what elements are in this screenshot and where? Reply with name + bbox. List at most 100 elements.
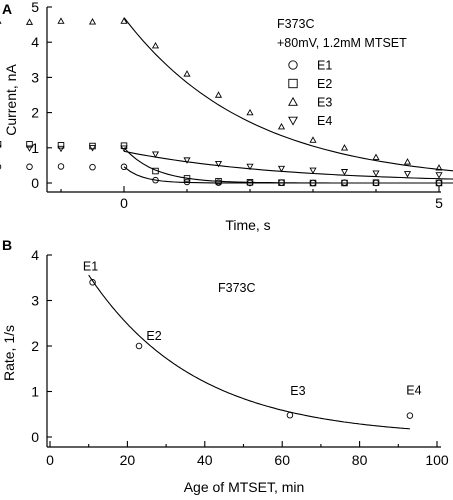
panel-b-fit-curve-group bbox=[88, 274, 410, 430]
data-point-e1 bbox=[26, 163, 33, 171]
data-point-e3 bbox=[214, 91, 223, 98]
data-point-e3 bbox=[120, 17, 128, 24]
panel-a-x-ticks: 05101520 bbox=[60, 186, 443, 211]
data-point-e1 bbox=[0, 164, 2, 170]
panel-b-point-label-e1: E1 bbox=[83, 259, 98, 273]
data-point-e4 bbox=[183, 157, 191, 164]
data-point-e3 bbox=[372, 153, 380, 160]
panel-a-x-tick-label: 0 bbox=[120, 195, 128, 211]
data-point-e2 bbox=[278, 179, 285, 186]
panel-b-y-tick-label: 0 bbox=[31, 429, 39, 445]
data-point-e3 bbox=[151, 41, 160, 49]
panel-a-x-axis-title: Time, s bbox=[225, 217, 270, 233]
panel-b-y-tick-label: 1 bbox=[31, 384, 39, 400]
panel-a-legend: E1 E2 E3 E4 bbox=[288, 59, 332, 128]
panel-a-y-tick-label: 4 bbox=[31, 34, 39, 50]
panel-a-subtitle: +80mV, 1.2mM MTSET bbox=[277, 36, 407, 50]
data-point-e3 bbox=[246, 108, 254, 116]
data-point-e4 bbox=[372, 170, 380, 177]
data-point-e2 bbox=[341, 179, 348, 187]
data-point-e2 bbox=[309, 179, 317, 187]
panel-b-point-e1 bbox=[89, 279, 96, 286]
data-point-e3 bbox=[340, 144, 349, 151]
fit-curve-e2 bbox=[123, 147, 453, 184]
panel-b-y-tick-label: 3 bbox=[31, 293, 39, 309]
data-point-e4 bbox=[277, 165, 286, 173]
data-point-e3 bbox=[88, 18, 97, 25]
data-point-e3 bbox=[309, 136, 317, 143]
panel-a-letter: A bbox=[2, 1, 12, 17]
data-point-e4 bbox=[57, 145, 65, 153]
legend-label-e2: E2 bbox=[317, 77, 332, 91]
panel-b-y-tick-label: 2 bbox=[31, 338, 39, 354]
data-point-e2 bbox=[183, 175, 191, 182]
data-point-e4 bbox=[0, 145, 2, 148]
fit-curve-e4 bbox=[123, 150, 453, 180]
panel-b-point-labels: E1 E2 E3 E4 bbox=[83, 259, 422, 398]
legend-marker-e3 bbox=[288, 96, 298, 106]
panel-a-fit-curves bbox=[123, 17, 453, 184]
legend-label-e4: E4 bbox=[317, 114, 332, 128]
data-point-e3 bbox=[57, 17, 65, 24]
data-point-e2 bbox=[57, 142, 65, 149]
data-point-e3 bbox=[25, 18, 34, 25]
data-point-e4 bbox=[25, 145, 34, 152]
panel-b-x-tick-label: 20 bbox=[120, 452, 136, 468]
panel-b-x-ticks: 0 20 40 60 80 100 bbox=[46, 441, 449, 468]
panel-b: B 0 1 2 3 4 0 20 40 60 80 100 Rate, 1/s Age of MT… bbox=[1, 237, 449, 495]
panel-a-data-points bbox=[0, 17, 443, 187]
panel-b-fit-curve bbox=[88, 274, 410, 430]
data-point-e4 bbox=[340, 169, 349, 176]
data-point-e1 bbox=[120, 163, 128, 171]
panel-b-x-tick-label: 80 bbox=[352, 452, 368, 468]
data-point-e3 bbox=[435, 164, 443, 171]
panel-a-y-tick-label: 0 bbox=[31, 175, 39, 191]
panel-a-x-tick-label: 5 bbox=[435, 195, 443, 211]
data-point-e1 bbox=[57, 163, 65, 170]
legend-label-e3: E3 bbox=[317, 96, 332, 110]
panel-b-point-label-e4: E4 bbox=[406, 384, 421, 398]
data-point-e2 bbox=[435, 179, 443, 187]
data-point-e4 bbox=[88, 145, 97, 152]
panel-a-y-tick-label: 3 bbox=[31, 69, 39, 85]
panel-b-x-tick-label: 0 bbox=[46, 452, 54, 468]
panel-b-x-tick-label: 60 bbox=[274, 452, 290, 468]
data-point-e4 bbox=[246, 163, 254, 171]
panel-b-point-e3 bbox=[286, 411, 294, 419]
panel-a-y-tick-label: 2 bbox=[31, 105, 39, 121]
panel-a-y-tick-label: 5 bbox=[31, 0, 39, 15]
legend-marker-e1 bbox=[288, 60, 298, 70]
panel-b-title: F373C bbox=[218, 281, 256, 295]
data-point-e2 bbox=[152, 167, 159, 175]
data-point-e1 bbox=[89, 163, 96, 171]
panel-b-letter: B bbox=[2, 237, 12, 253]
data-point-e4 bbox=[214, 160, 223, 168]
data-point-e2 bbox=[246, 179, 254, 186]
data-point-e4 bbox=[151, 151, 160, 158]
panel-a-y-axis-title: Current, nA bbox=[3, 64, 19, 136]
panel-b-x-tick-label: 40 bbox=[197, 452, 213, 468]
panel-a-title: F373C bbox=[277, 17, 315, 31]
fit-curve-e1 bbox=[123, 166, 453, 184]
panel-b-y-axis-title: Rate, 1/s bbox=[1, 325, 17, 381]
data-point-e3 bbox=[0, 20, 2, 24]
data-point-e4 bbox=[120, 145, 128, 152]
data-point-e1 bbox=[183, 178, 191, 186]
fit-curve-e3 bbox=[123, 17, 453, 172]
data-point-e2 bbox=[89, 142, 96, 150]
data-point-e4 bbox=[403, 171, 412, 178]
panel-b-point-e4 bbox=[406, 412, 414, 419]
data-point-e2 bbox=[372, 179, 380, 186]
data-point-e2 bbox=[26, 141, 33, 148]
panel-b-y-ticks: 0 1 2 3 4 bbox=[31, 247, 52, 445]
panel-b-y-tick-label: 4 bbox=[31, 247, 39, 263]
panel-a-y-tick-label: 1 bbox=[31, 140, 39, 156]
data-point-e3 bbox=[183, 70, 191, 77]
data-point-e2 bbox=[0, 141, 2, 148]
panel-b-point-label-e3: E3 bbox=[290, 384, 305, 398]
panel-b-point-label-e2: E2 bbox=[146, 329, 161, 343]
panel-b-x-tick-label: 100 bbox=[425, 452, 449, 468]
legend-label-e1: E1 bbox=[317, 59, 332, 73]
panel-a-y-ticks: 0 1 2 3 4 5 bbox=[31, 0, 52, 191]
